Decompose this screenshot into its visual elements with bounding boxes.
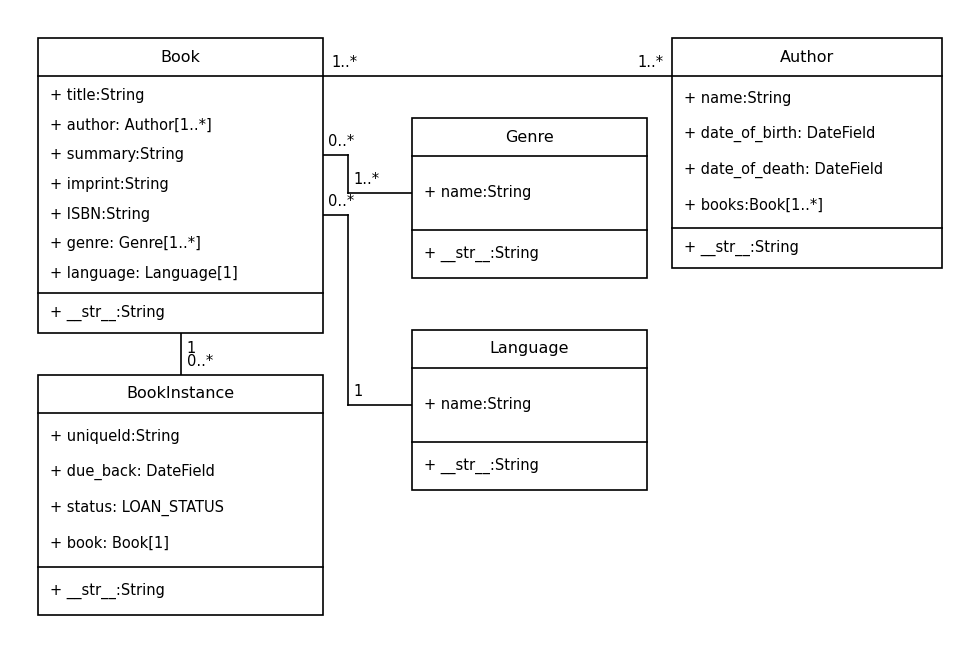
- Text: + due_back: DateField: + due_back: DateField: [50, 464, 215, 480]
- Text: + date_of_death: DateField: + date_of_death: DateField: [684, 162, 883, 178]
- Text: 1..*: 1..*: [353, 172, 379, 187]
- Text: Author: Author: [780, 50, 834, 65]
- Bar: [38, 375, 323, 615]
- Bar: [672, 38, 942, 268]
- Text: + book: Book[1]: + book: Book[1]: [50, 536, 169, 551]
- Text: + __str__:String: + __str__:String: [50, 305, 165, 321]
- Text: Language: Language: [489, 341, 570, 356]
- Text: 1: 1: [187, 341, 195, 356]
- Text: + __str__:String: + __str__:String: [424, 246, 539, 262]
- Text: Book: Book: [160, 50, 200, 65]
- Text: + author: Author[1..*]: + author: Author[1..*]: [50, 117, 212, 133]
- Text: + status: LOAN_STATUS: + status: LOAN_STATUS: [50, 500, 224, 516]
- Text: + books:Book[1..*]: + books:Book[1..*]: [684, 197, 823, 213]
- Text: + title:String: + title:String: [50, 88, 145, 103]
- Text: 1..*: 1..*: [331, 55, 358, 70]
- Text: 0..*: 0..*: [187, 354, 213, 369]
- Text: 0..*: 0..*: [328, 194, 355, 209]
- Text: 1..*: 1..*: [638, 55, 664, 70]
- Text: BookInstance: BookInstance: [126, 387, 234, 401]
- Text: + uniqueId:String: + uniqueId:String: [50, 429, 180, 444]
- Text: + __str__:String: + __str__:String: [684, 240, 799, 256]
- Text: + __str__:String: + __str__:String: [424, 458, 539, 474]
- Text: + imprint:String: + imprint:String: [50, 177, 169, 192]
- Text: + name:String: + name:String: [424, 185, 531, 201]
- Text: Genre: Genre: [505, 129, 554, 145]
- Bar: [412, 118, 647, 278]
- Text: 1: 1: [353, 384, 362, 399]
- Bar: [38, 38, 323, 333]
- Text: + summary:String: + summary:String: [50, 147, 184, 162]
- Text: + name:String: + name:String: [424, 397, 531, 412]
- Text: + ISBN:String: + ISBN:String: [50, 207, 150, 222]
- Text: + name:String: + name:String: [684, 92, 791, 106]
- Text: + genre: Genre[1..*]: + genre: Genre[1..*]: [50, 236, 201, 251]
- Text: + language: Language[1]: + language: Language[1]: [50, 266, 237, 281]
- Text: 0..*: 0..*: [328, 134, 355, 149]
- Text: + __str__:String: + __str__:String: [50, 583, 165, 599]
- Text: + date_of_birth: DateField: + date_of_birth: DateField: [684, 126, 875, 143]
- Bar: [412, 330, 647, 490]
